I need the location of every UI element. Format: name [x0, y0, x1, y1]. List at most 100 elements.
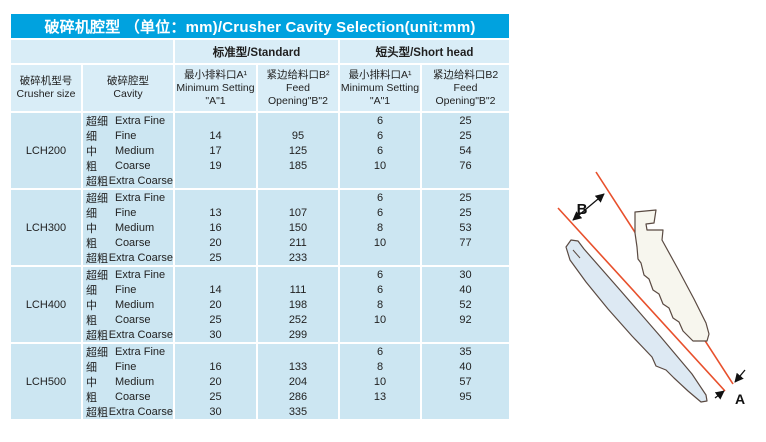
value-cell: 30: [175, 327, 256, 342]
value-cell: 25: [422, 128, 509, 143]
type-header-spacer: [11, 40, 173, 63]
cavity-cell: 超粗 Extra Coarse: [83, 250, 173, 265]
type-header-short-head: 短头型/Short head: [340, 40, 509, 63]
column-header-zh: 最小排料口A¹: [348, 68, 412, 81]
value-cell: [422, 404, 509, 419]
crusher-size-cell: LCH300: [11, 190, 81, 265]
value-cell: 133: [258, 359, 338, 374]
cavity-cell: 超细 Extra Fine: [83, 190, 173, 205]
value-cell: 19: [175, 158, 256, 173]
value-cell: 211: [258, 235, 338, 250]
column-header-en: Minimum Setting: [340, 81, 420, 94]
dimension-b-label: B: [577, 201, 588, 218]
value-cell: [422, 173, 509, 188]
cavity-cell: 粗 Coarse: [83, 235, 173, 250]
crusher-size-cell: LCH400: [11, 267, 81, 342]
value-cell: [340, 173, 420, 188]
column-header-cavity: 破碎腔型 Cavity: [83, 65, 173, 111]
value-cell: [175, 173, 256, 188]
value-cell: 8: [340, 359, 420, 374]
value-cell: 150: [258, 220, 338, 235]
value-cell: [175, 267, 256, 282]
value-cell: 40: [422, 282, 509, 297]
cavity-en-label: Medium: [115, 375, 155, 388]
value-cell: [340, 327, 420, 342]
value-cell: 299: [258, 327, 338, 342]
mantle-head-joint-line: [572, 249, 581, 259]
value-cell: 6: [340, 344, 420, 359]
column-header-en: "A"1: [369, 94, 391, 107]
cavity-en-label: Extra Coarse: [108, 251, 173, 264]
column-header-row: 破碎机型号 Crusher size 破碎腔型 Cavity 最小排料口A¹ M…: [11, 65, 509, 111]
cavity-en-label: Extra Fine: [115, 114, 166, 127]
column-header-en: Feed: [453, 81, 478, 94]
cavity-en-label: Fine: [115, 206, 137, 219]
dimension-a-arrow-upper: [734, 369, 746, 383]
cavity-en-label: Medium: [115, 298, 155, 311]
table-body: LCH200 超细 Extra Fine 6 25 细 Fine 14 95 6 25 中 Medium…: [11, 113, 509, 419]
cavity-cell: 细 Fine: [83, 205, 173, 220]
cavity-cell: 超粗 Extra Coarse: [83, 173, 173, 188]
type-header-standard: 标准型/Standard: [175, 40, 338, 63]
column-header-zh: 破碎机型号: [19, 75, 73, 87]
value-cell: [340, 404, 420, 419]
column-header-en: Feed: [286, 81, 310, 94]
value-cell: [175, 190, 256, 205]
value-cell: 185: [258, 158, 338, 173]
value-cell: 286: [258, 389, 338, 404]
value-cell: 16: [175, 220, 256, 235]
value-cell: 6: [340, 267, 420, 282]
cavity-en-label: Coarse: [115, 236, 151, 249]
column-header-standard-feed-opening: 紧边给料口B² Feed Opening"B"2: [258, 65, 338, 111]
cavity-en-label: Extra Coarse: [108, 174, 173, 187]
column-header-zh: 最小排料口A¹: [184, 68, 247, 81]
column-header-en: Minimum Setting: [176, 81, 255, 94]
value-cell: 8: [340, 297, 420, 312]
value-cell: 125: [258, 143, 338, 158]
value-cell: 35: [422, 344, 509, 359]
value-cell: 233: [258, 250, 338, 265]
value-cell: 13: [340, 389, 420, 404]
cavity-cell: 中 Medium: [83, 374, 173, 389]
value-cell: 6: [340, 282, 420, 297]
cavity-zh-label: 超粗: [86, 329, 108, 342]
cavity-zh-label: 超细: [86, 192, 108, 205]
column-header-en: Crusher size: [16, 88, 76, 100]
cavity-zh-label: 超粗: [86, 406, 108, 419]
cavity-en-label: Extra Coarse: [108, 405, 173, 418]
value-cell: 10: [340, 374, 420, 389]
value-cell: [258, 113, 338, 128]
cavity-cell: 粗 Coarse: [83, 312, 173, 327]
column-header-crusher-size: 破碎机型号 Crusher size: [11, 65, 81, 111]
value-cell: 10: [340, 158, 420, 173]
value-cell: 53: [422, 220, 509, 235]
value-cell: 25: [422, 190, 509, 205]
value-cell: 10: [340, 312, 420, 327]
crusher-size-cell: LCH200: [11, 113, 81, 188]
cavity-en-label: Coarse: [115, 390, 151, 403]
cavity-zh-label: 粗: [86, 160, 97, 173]
column-header-en: "A"1: [205, 94, 226, 107]
value-cell: 25: [422, 205, 509, 220]
column-header-zh: 破碎腔型: [107, 75, 149, 87]
mantle-shape: [565, 239, 708, 403]
cavity-zh-label: 细: [86, 284, 97, 297]
cavity-cell: 超粗 Extra Coarse: [83, 327, 173, 342]
value-cell: 6: [340, 128, 420, 143]
value-cell: 6: [340, 205, 420, 220]
crusher-group: LCH200 超细 Extra Fine 6 25 细 Fine 14 95 6 25 中 Medium…: [11, 113, 509, 188]
cavity-zh-label: 粗: [86, 391, 97, 404]
dimension-a-label: A: [735, 391, 745, 407]
cavity-en-label: Medium: [115, 144, 155, 157]
value-cell: 30: [422, 267, 509, 282]
value-cell: 25: [422, 113, 509, 128]
value-cell: 13: [175, 205, 256, 220]
cavity-en-label: Medium: [115, 221, 155, 234]
value-cell: 16: [175, 359, 256, 374]
dimension-b-arrow: [572, 193, 605, 221]
value-cell: 25: [175, 389, 256, 404]
cavity-zh-label: 细: [86, 130, 97, 143]
cavity-en-label: Extra Fine: [115, 191, 166, 204]
cavity-zh-label: 超细: [86, 269, 108, 282]
value-cell: [175, 344, 256, 359]
